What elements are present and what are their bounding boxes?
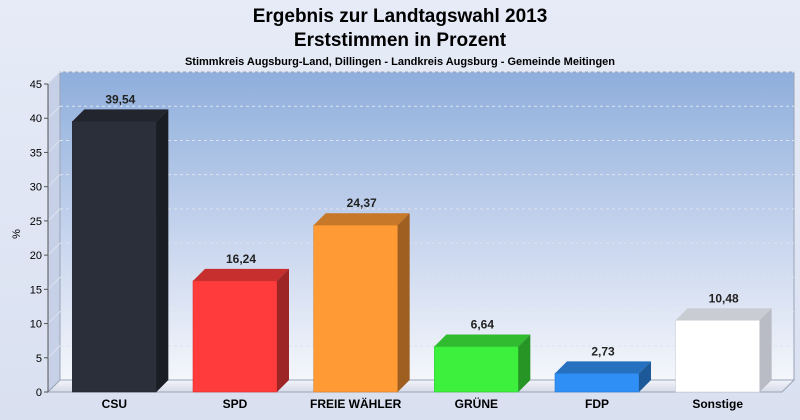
bar: [434, 334, 531, 393]
bars-group: 39,54 16,24 24,37 6,64 2,73 10,48: [72, 92, 772, 393]
plot-back-wall: [59, 71, 795, 381]
y-tick-label: 25: [30, 216, 42, 228]
y-axis: 0 5 10 15 20 25 30 35 40 45: [30, 79, 49, 399]
bar: [675, 308, 772, 393]
bar-top: [675, 308, 772, 321]
bar-value-label: 24,37: [347, 196, 377, 210]
x-tick-label: CSU: [102, 397, 127, 411]
y-tick-label: 45: [30, 79, 42, 91]
bar: [192, 268, 289, 393]
bar-side: [397, 213, 410, 392]
x-tick-label: Sonstige: [692, 397, 743, 411]
bar-side: [277, 268, 289, 392]
bar-top: [313, 213, 410, 226]
bar-side: [156, 109, 169, 392]
bar-value-label: 16,24: [226, 252, 256, 266]
gridline-side: [47, 345, 61, 359]
x-axis: CSU SPD FREIE WÄHLER GRÜNE FDP Sonstige: [102, 396, 744, 411]
gridline-side: [47, 276, 61, 290]
x-tick-label: SPD: [223, 397, 248, 411]
gridline-side: [47, 174, 61, 188]
bar-value-label: 39,54: [105, 92, 135, 106]
y-tick-label: 40: [30, 113, 42, 125]
x-tick-label: FDP: [585, 397, 609, 411]
bar-top: [193, 268, 289, 281]
bar-front: [313, 224, 398, 393]
bar: [313, 213, 410, 393]
x-tick-label: FREIE WÄHLER: [310, 396, 402, 411]
bar-top: [434, 334, 531, 347]
bar-value-label: 2,73: [591, 344, 615, 358]
gridline-side: [47, 140, 61, 153]
bar-front: [72, 121, 157, 393]
y-tick-label: 35: [30, 147, 42, 159]
bar-front: [554, 373, 640, 393]
chart-caption: Stimmkreis Augsburg-Land, Dillingen - La…: [185, 56, 615, 68]
y-axis-label: %: [11, 229, 23, 239]
gridline-side: [47, 311, 61, 324]
bar-top: [555, 361, 651, 374]
bar-side: [518, 334, 531, 392]
plot-side-wall: [47, 70, 61, 394]
bar: [72, 109, 169, 393]
bar-value-label: 10,48: [709, 291, 739, 305]
bar-top: [72, 109, 169, 122]
chart-subtitle: Erststimmen in Prozent: [294, 30, 507, 51]
x-tick-label: GRÜNE: [455, 396, 498, 411]
chart-title: Ergebnis zur Landtagswahl 2013: [253, 6, 548, 27]
bar-value-label: 6,64: [471, 318, 495, 332]
y-tick-label: 15: [30, 284, 42, 296]
bar-front: [675, 319, 760, 393]
bar-front: [192, 280, 278, 393]
gridline-side: [47, 105, 61, 119]
y-tick-label: 5: [36, 353, 42, 365]
gridline-side: [47, 71, 61, 85]
bar-side: [759, 308, 772, 392]
bar-front: [434, 346, 519, 393]
plot-area: [46, 70, 796, 394]
y-tick-label: 20: [30, 250, 42, 262]
gridline-side: [47, 208, 61, 222]
bar: [554, 361, 651, 393]
y-tick-label: 30: [30, 182, 42, 194]
bar-side: [639, 361, 651, 392]
gridline-side: [47, 242, 61, 256]
y-tick-label: 10: [30, 319, 42, 331]
y-tick-label: 0: [36, 387, 42, 399]
